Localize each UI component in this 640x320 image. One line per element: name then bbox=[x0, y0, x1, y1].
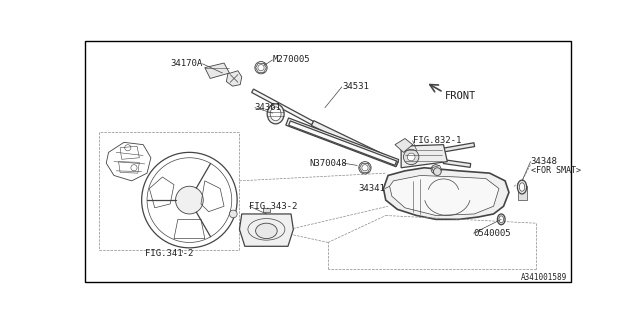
Text: 34531: 34531 bbox=[342, 83, 369, 92]
Circle shape bbox=[230, 210, 237, 218]
Polygon shape bbox=[312, 121, 399, 166]
Text: N370048: N370048 bbox=[310, 159, 348, 168]
Ellipse shape bbox=[499, 216, 504, 223]
Polygon shape bbox=[432, 165, 442, 173]
Circle shape bbox=[255, 61, 267, 74]
Polygon shape bbox=[239, 214, 293, 246]
Text: FIG.832-1: FIG.832-1 bbox=[413, 136, 461, 145]
Ellipse shape bbox=[267, 104, 284, 124]
Text: FIG.341-2: FIG.341-2 bbox=[145, 250, 193, 259]
Polygon shape bbox=[262, 208, 270, 212]
Polygon shape bbox=[443, 143, 475, 152]
Text: 34170A: 34170A bbox=[170, 59, 202, 68]
Polygon shape bbox=[395, 139, 413, 152]
Polygon shape bbox=[444, 160, 471, 167]
Text: 0540005: 0540005 bbox=[474, 229, 511, 238]
Text: FIG.343-2: FIG.343-2 bbox=[250, 202, 298, 211]
Ellipse shape bbox=[497, 214, 505, 225]
Text: A341001589: A341001589 bbox=[520, 273, 566, 282]
Text: <FOR SMAT>: <FOR SMAT> bbox=[531, 165, 580, 175]
Polygon shape bbox=[252, 89, 314, 125]
Circle shape bbox=[407, 153, 415, 161]
Circle shape bbox=[359, 162, 371, 174]
Polygon shape bbox=[286, 118, 399, 167]
Polygon shape bbox=[205, 63, 230, 78]
Polygon shape bbox=[518, 186, 527, 200]
Text: 34348: 34348 bbox=[531, 157, 557, 166]
Ellipse shape bbox=[270, 107, 281, 121]
Circle shape bbox=[175, 186, 204, 214]
Text: M270005: M270005 bbox=[273, 55, 310, 64]
Text: FRONT: FRONT bbox=[445, 91, 476, 101]
Polygon shape bbox=[390, 175, 499, 215]
Circle shape bbox=[362, 165, 368, 171]
Circle shape bbox=[433, 168, 441, 175]
Circle shape bbox=[258, 65, 264, 71]
Polygon shape bbox=[383, 168, 509, 219]
Ellipse shape bbox=[517, 180, 527, 194]
Polygon shape bbox=[227, 71, 242, 86]
Circle shape bbox=[403, 149, 419, 165]
Text: 34341: 34341 bbox=[358, 184, 385, 193]
Polygon shape bbox=[401, 145, 447, 168]
Ellipse shape bbox=[255, 223, 277, 239]
Polygon shape bbox=[289, 121, 397, 165]
Circle shape bbox=[431, 165, 440, 174]
Text: 34361: 34361 bbox=[255, 103, 282, 112]
Ellipse shape bbox=[519, 183, 525, 191]
